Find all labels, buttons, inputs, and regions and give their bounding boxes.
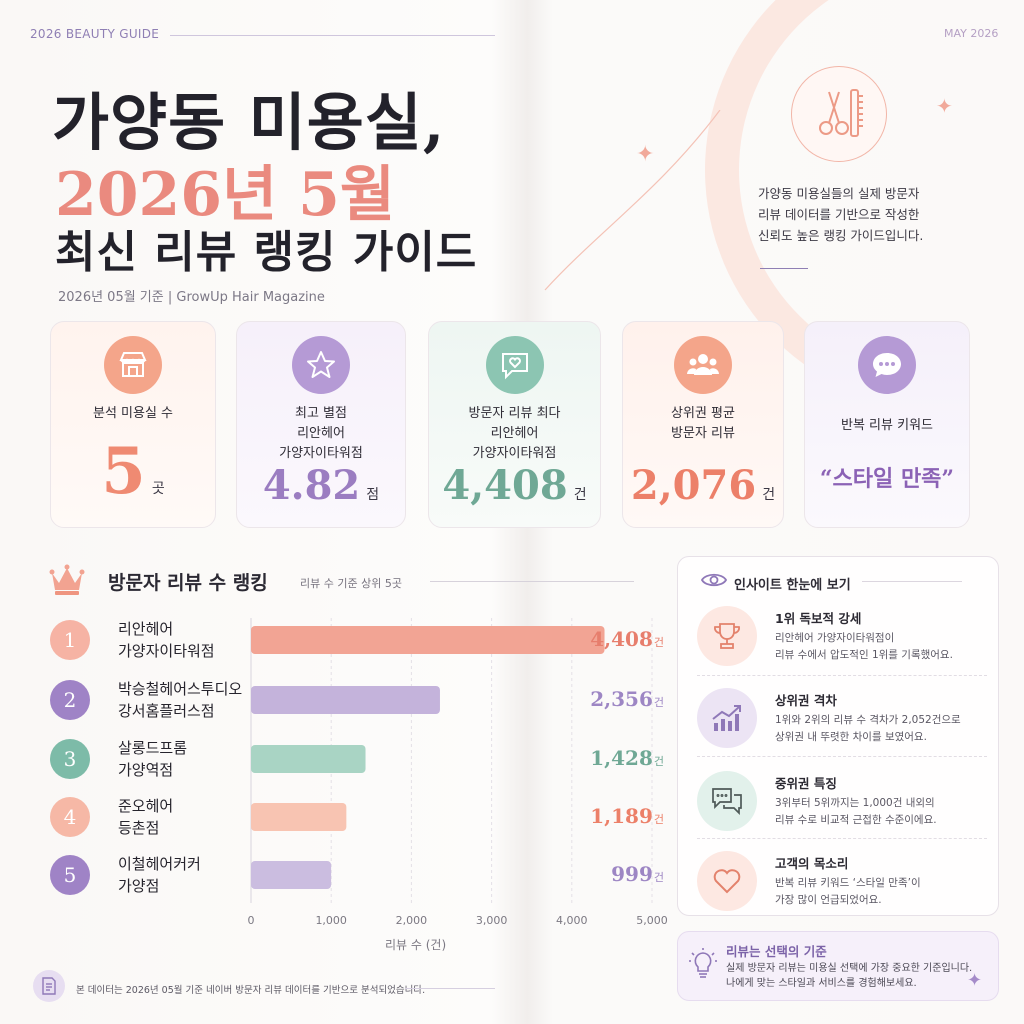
x-tick-label: 5,000 [636,914,668,927]
insight-item: 1위 독보적 강세 리안헤어 가양자이타워점이 리뷰 수에서 압도적인 1위를 기… [697,600,987,682]
x-axis-label: 리뷰 수 (건) [385,938,447,952]
criteria-title: 리뷰는 선택의 기준 [726,944,827,959]
date-label: MAY 2026 [944,27,999,40]
salon-name: 이철헤어커커 가양점 [118,855,201,895]
heart-icon [697,851,757,911]
guide-label: 2026 BEAUTY GUIDE [30,27,160,41]
card-value: 4,408 [442,462,568,509]
crown-icon [48,563,86,601]
growth-chart-icon [697,688,757,748]
sparkle-icon: ✦ [936,94,953,118]
footer-divider [405,988,495,989]
insight-separator [697,838,987,839]
rank-badge: 3 [50,739,90,779]
heart-chat-icon [485,336,544,394]
insight-item-title: 1위 독보적 강세 [775,611,862,626]
ranking-title: 방문자 리뷰 수 랭킹 [108,572,268,594]
header-divider [170,35,495,36]
insight-divider [862,581,962,582]
salon-name: 살롱드프롬 가양역점 [118,739,188,779]
salon-name: 박승철헤어스투디오 강서홈플러스점 [118,680,243,720]
chat-bubbles-icon [697,771,757,831]
insight-item-title: 고객의 목소리 [775,856,849,871]
insight-item-title: 중위권 특징 [775,776,837,791]
card-value: “스타일 만족” [819,466,955,492]
document-icon [33,970,65,1002]
title-line-3: 최신 리뷰 랭킹 가이드 [55,227,478,278]
insight-item: 고객의 목소리 반복 리뷰 키워드 ‘스타일 만족’이 가장 많이 언급되었어요. [697,845,987,927]
intro-divider [760,268,808,269]
criteria-box [677,931,999,1001]
sparkle-icon: ✦ [636,142,655,167]
stat-card-keyword: 반복 리뷰 키워드 “스타일 만족” [804,321,970,528]
sparkle-icon: ✦ [967,970,983,991]
rank-badge: 4 [50,797,90,837]
title-line-2: 2026년 5월 [55,160,396,230]
bar-value-label: 1,189건 [590,804,664,828]
insight-item-text: 3위부터 5위까지는 1,000건 내외의 리뷰 수로 비교적 근접한 수준이에요… [775,797,937,826]
card-unit: 건 [762,487,776,503]
insight-item-text: 1위와 2위의 리뷰 수 격차가 2,052건으로 상위권 내 뚜렷한 차이를 보… [775,714,961,743]
salon-name: 리안헤어 가양자이타워점 [118,620,215,660]
title-line-1: 가양동 미용실, [52,86,446,159]
card-unit: 건 [573,487,587,503]
stat-card-most-reviews: 방문자 리뷰 최다 리안헤어 가양자이타워점 4,408 건 [428,321,601,528]
bar-4 [251,803,347,831]
eye-icon [700,571,728,593]
footer-note: 본 데이터는 2026년 05월 기준 네이버 방문자 리뷰 데이터를 기반으로… [76,985,426,996]
rank-badge: 5 [50,855,90,895]
decorative-curve [544,110,721,291]
card-value: 2,076 [630,462,757,509]
bar-value-label: 1,428건 [590,746,664,770]
salon-name: 준오헤어 등촌점 [118,797,174,837]
meta-info: 2026년 05월 기준 | GrowUp Hair Magazine [58,290,325,305]
card-label: 분석 미용실 수 [92,406,174,421]
card-unit: 점 [366,487,380,503]
insight-title: 인사이트 한눈에 보기 [734,578,851,593]
insight-item-title: 상위권 격차 [775,693,837,708]
users-icon [674,336,732,394]
card-value: 4.82 [262,462,361,509]
insight-item-text: 리안헤어 가양자이타워점이 리뷰 수에서 압도적인 1위를 기록했어요. [775,632,953,661]
trophy-icon [697,606,757,666]
insight-item: 상위권 격차 1위와 2위의 리뷰 수 격차가 2,052건으로 상위권 내 뚜렷… [697,682,987,764]
card-label: 최고 별점 리안헤어 가양자이타워점 [279,406,363,461]
chat-dots-icon [858,336,916,394]
x-tick-label: 3,000 [475,914,508,927]
x-tick-label: 1,000 [315,914,347,927]
bar-1 [251,626,605,654]
lightbulb-icon [688,947,718,985]
star-icon [292,336,350,394]
bar-value-label: 4,408건 [590,627,664,651]
rank-badge: 1 [50,620,90,660]
x-tick-label: 4,000 [556,914,588,927]
card-label: 방문자 리뷰 최다 리안헤어 가양자이타워점 [468,406,561,461]
card-value: 5 [101,434,146,509]
card-label: 반복 리뷰 키워드 [841,418,933,433]
card-unit: 곳 [151,481,165,497]
bar-3 [251,745,366,773]
insight-item: 중위권 특징 3위부터 5위까지는 1,000건 내외의 리뷰 수로 비교적 근접… [697,765,987,847]
bar-5 [251,861,332,889]
x-tick-label: 0 [247,914,255,927]
stat-card-top-rating: 최고 별점 리안헤어 가양자이타워점 4.82 점 [236,321,406,528]
insight-item-text: 반복 리뷰 키워드 ‘스타일 만족’이 가장 많이 언급되었어요. [775,877,921,906]
scissors-comb-icon [791,66,887,162]
insight-separator [697,675,987,676]
intro-text: 가양동 미용실들의 실제 방문자 리뷰 데이터를 기반으로 작성한 신뢰도 높은… [758,186,924,243]
ranking-subtitle: 리뷰 수 기준 상위 5곳 [300,577,402,590]
bar-2 [251,686,440,714]
stat-card-top-average: 상위권 평균 방문자 리뷰 2,076 건 [622,321,784,528]
rank-badge: 2 [50,680,90,720]
stat-card-salon-count: 분석 미용실 수 5 곳 [50,321,216,528]
bar-value-label: 2,356건 [590,687,664,711]
x-tick-label: 2,000 [395,914,428,927]
card-label: 상위권 평균 방문자 리뷰 [671,406,735,441]
insight-separator [697,756,987,757]
bar-value-label: 999건 [611,862,664,886]
store-icon [104,336,162,394]
criteria-text: 실제 방문자 리뷰는 미용실 선택에 가장 중요한 기준입니다. 나에게 맞는 스… [726,963,973,989]
ranking-divider [430,581,634,582]
